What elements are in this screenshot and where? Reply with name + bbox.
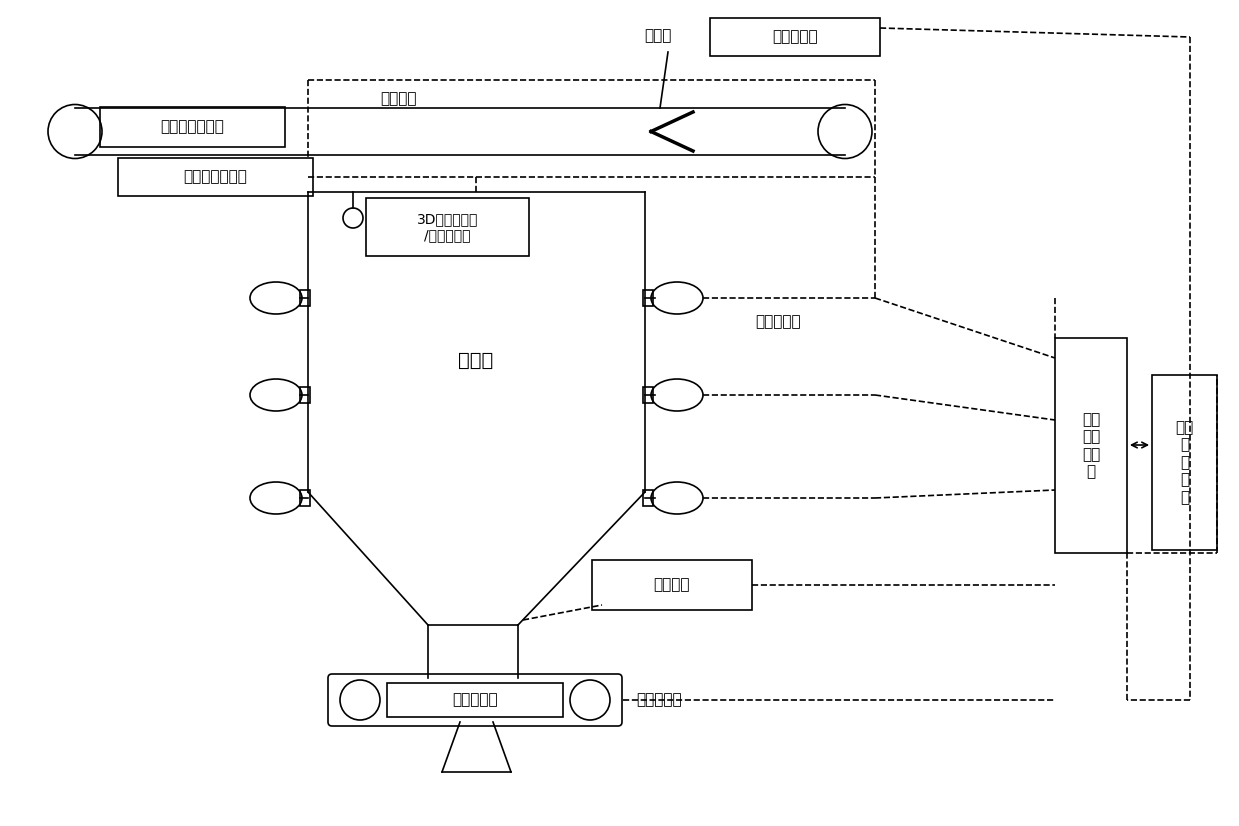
- Bar: [1152, 375, 1217, 550]
- Text: 原煤仓: 原煤仓: [458, 350, 493, 369]
- Bar: [643, 387, 653, 403]
- Bar: [592, 560, 752, 610]
- Bar: [300, 290, 310, 306]
- Text: 入炉电子皮带秤: 入炉电子皮带秤: [161, 120, 224, 135]
- Text: 报警装置: 报警装置: [654, 577, 690, 592]
- Bar: [643, 490, 653, 506]
- Text: 压缩空气炮: 压缩空气炮: [755, 315, 800, 330]
- Text: 信号
收集
控制
筱: 信号 收集 控制 筱: [1082, 412, 1100, 479]
- Bar: [300, 490, 310, 506]
- Text: 称重给煤机: 称重给煤机: [636, 692, 681, 708]
- Bar: [1054, 338, 1127, 553]
- Text: 输煤皮带: 输煤皮带: [380, 92, 416, 107]
- Bar: [366, 198, 529, 256]
- Text: 皮带速度传感器: 皮带速度传感器: [183, 169, 248, 184]
- Text: 犁煤器: 犁煤器: [644, 29, 672, 44]
- Text: 远方
控
制
装
置: 远方 控 制 装 置: [1176, 420, 1193, 505]
- Text: 位置传感器: 位置传感器: [772, 30, 818, 45]
- Bar: [118, 158, 313, 196]
- Bar: [300, 387, 310, 403]
- Bar: [387, 683, 563, 717]
- Bar: [643, 290, 653, 306]
- Text: 3D料位扫描仪
/雷达料位计: 3D料位扫描仪 /雷达料位计: [416, 212, 478, 242]
- Text: 电子皮带秤: 电子皮带秤: [452, 692, 498, 708]
- Bar: [710, 18, 880, 56]
- Bar: [100, 107, 285, 147]
